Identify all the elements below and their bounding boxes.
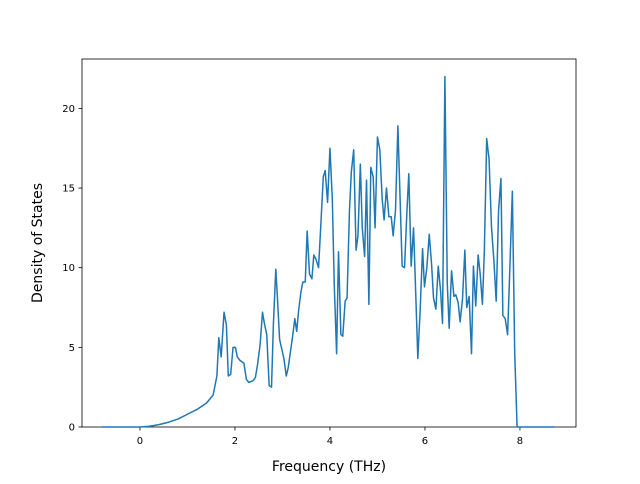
- y-tick-label: 15: [62, 184, 75, 195]
- x-tick-label: 2: [232, 436, 238, 447]
- y-tick-label: 20: [62, 104, 75, 115]
- y-axis-label: Density of States: [30, 183, 46, 303]
- y-tick-label: 10: [62, 263, 75, 274]
- axes-frame: [81, 58, 577, 428]
- x-tick-label: 8: [517, 436, 523, 447]
- x-tick-label: 4: [327, 436, 333, 447]
- x-tick-label: 0: [137, 436, 143, 447]
- x-axis-label: Frequency (THz): [272, 459, 386, 475]
- y-tick-label: 5: [69, 343, 75, 354]
- y-tick-label: 0: [69, 423, 75, 434]
- x-tick-label: 6: [422, 436, 428, 447]
- line-series: [101, 75, 555, 428]
